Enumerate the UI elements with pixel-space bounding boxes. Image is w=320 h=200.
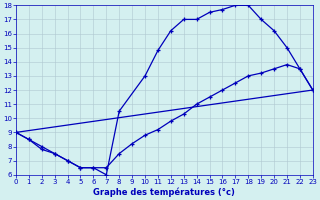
X-axis label: Graphe des températures (°c): Graphe des températures (°c)	[93, 188, 235, 197]
